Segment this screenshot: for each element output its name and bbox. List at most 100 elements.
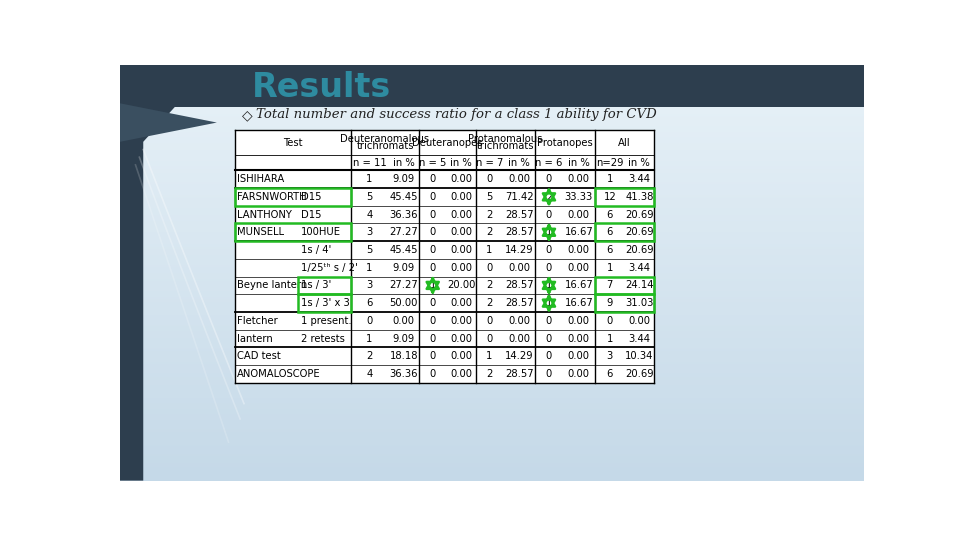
Text: 24.14: 24.14 (625, 280, 654, 291)
Text: 1: 1 (546, 298, 552, 308)
Bar (299, 276, 351, 294)
Text: 2: 2 (486, 280, 492, 291)
Text: 0: 0 (546, 334, 552, 343)
Bar (595, 276, 654, 294)
Text: 0.00: 0.00 (567, 369, 589, 379)
Text: 12: 12 (604, 192, 616, 202)
Bar (120, 65, 864, 107)
Polygon shape (120, 65, 213, 481)
Text: 6: 6 (607, 210, 613, 220)
Text: 9.09: 9.09 (393, 334, 415, 343)
Text: CAD test: CAD test (237, 351, 280, 361)
Text: 0: 0 (546, 316, 552, 326)
Text: 1s / 3' x 3: 1s / 3' x 3 (300, 298, 349, 308)
Text: 0: 0 (429, 298, 436, 308)
Text: 1: 1 (607, 174, 613, 184)
Text: 41.38: 41.38 (625, 192, 654, 202)
Text: 3: 3 (367, 280, 372, 291)
Text: 0.00: 0.00 (450, 369, 472, 379)
Text: Protanopes: Protanopes (538, 138, 593, 147)
Text: n = 6: n = 6 (536, 158, 563, 167)
Text: in %: in % (393, 158, 415, 167)
Text: 3.44: 3.44 (628, 174, 650, 184)
Text: 28.57: 28.57 (505, 280, 534, 291)
Text: 0: 0 (607, 316, 612, 326)
Text: 50.00: 50.00 (390, 298, 418, 308)
Bar (234, 130, 654, 383)
Text: 31.03: 31.03 (625, 298, 654, 308)
Bar (299, 294, 351, 312)
Bar (595, 294, 654, 312)
Text: 0.00: 0.00 (450, 210, 472, 220)
Text: 0: 0 (429, 227, 436, 237)
Text: 1: 1 (607, 334, 613, 343)
Text: 18.18: 18.18 (390, 351, 418, 361)
Text: 9.09: 9.09 (393, 174, 415, 184)
Text: 0.00: 0.00 (567, 351, 589, 361)
Text: D15: D15 (300, 192, 321, 202)
Text: 0: 0 (546, 174, 552, 184)
Text: 71.42: 71.42 (505, 192, 534, 202)
Text: 28.57: 28.57 (505, 227, 534, 237)
Text: 0: 0 (367, 316, 372, 326)
Text: 0.00: 0.00 (450, 192, 472, 202)
Text: 0.00: 0.00 (567, 316, 589, 326)
Text: Beyne lantern: Beyne lantern (237, 280, 307, 291)
Text: 20.69: 20.69 (625, 369, 654, 379)
Text: ◇: ◇ (242, 108, 252, 122)
Text: 20.69: 20.69 (625, 210, 654, 220)
Text: 0: 0 (429, 192, 436, 202)
Text: 20.69: 20.69 (625, 227, 654, 237)
Text: 0.00: 0.00 (567, 245, 589, 255)
Text: 0.00: 0.00 (450, 316, 472, 326)
Text: 0.00: 0.00 (450, 334, 472, 343)
Text: 1: 1 (429, 280, 436, 291)
Text: 5: 5 (367, 192, 372, 202)
Text: ISHIHARA: ISHIHARA (237, 174, 284, 184)
Text: 0: 0 (546, 262, 552, 273)
Text: Deuteranopes: Deuteranopes (412, 138, 483, 147)
Text: D15: D15 (300, 210, 321, 220)
Text: Fletcher: Fletcher (237, 316, 277, 326)
Text: 0.00: 0.00 (567, 174, 589, 184)
Text: 0.00: 0.00 (450, 262, 472, 273)
Text: 14.29: 14.29 (505, 245, 534, 255)
Text: 6: 6 (607, 369, 613, 379)
Text: LANTHONY: LANTHONY (237, 210, 292, 220)
Text: 3.44: 3.44 (628, 262, 650, 273)
Text: 5: 5 (486, 192, 492, 202)
Bar (595, 188, 654, 206)
Text: 0.00: 0.00 (450, 351, 472, 361)
Text: 0.00: 0.00 (450, 245, 472, 255)
Bar (234, 224, 351, 241)
Text: Deuteranomalous: Deuteranomalous (341, 134, 430, 144)
Text: 1s / 4': 1s / 4' (300, 245, 331, 255)
Text: n = 11: n = 11 (352, 158, 387, 167)
Text: 2: 2 (486, 227, 492, 237)
Text: 6: 6 (607, 245, 613, 255)
Text: 45.45: 45.45 (390, 245, 418, 255)
Text: 0: 0 (546, 210, 552, 220)
Text: 0: 0 (546, 351, 552, 361)
Text: 1s / 3': 1s / 3' (300, 280, 331, 291)
Text: trichromats: trichromats (356, 141, 414, 151)
Polygon shape (120, 103, 217, 142)
Text: 1: 1 (546, 280, 552, 291)
Text: trichromats: trichromats (477, 141, 535, 151)
Text: 0.00: 0.00 (567, 210, 589, 220)
Text: 6: 6 (607, 227, 613, 237)
Text: 2: 2 (367, 351, 372, 361)
Text: FARSNWORTH: FARSNWORTH (237, 192, 306, 202)
Text: 1/25ᵗʰ s / 2': 1/25ᵗʰ s / 2' (300, 262, 357, 273)
Text: 0: 0 (486, 262, 492, 273)
Text: 6: 6 (367, 298, 372, 308)
Text: MUNSELL: MUNSELL (237, 227, 284, 237)
Text: 28.57: 28.57 (505, 369, 534, 379)
Text: 4: 4 (367, 369, 372, 379)
Text: 20.00: 20.00 (446, 280, 475, 291)
Text: 0.00: 0.00 (628, 316, 650, 326)
Text: 7: 7 (607, 280, 613, 291)
Text: 45.45: 45.45 (390, 192, 418, 202)
Text: 0: 0 (429, 245, 436, 255)
Bar (234, 188, 351, 206)
